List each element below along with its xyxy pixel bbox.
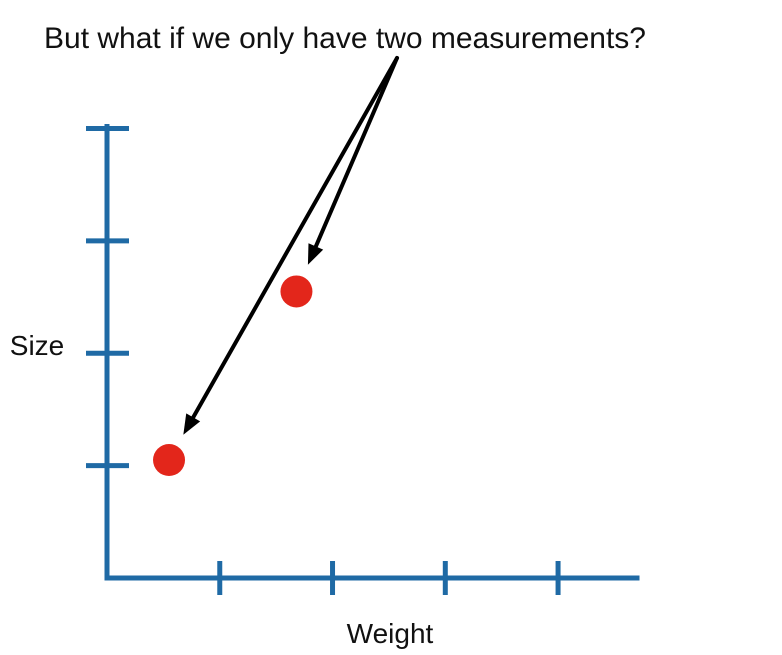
axes bbox=[104, 124, 640, 581]
arrow-line bbox=[190, 56, 399, 422]
x-axis-label: Weight bbox=[347, 618, 434, 649]
annotation-arrows bbox=[183, 56, 399, 435]
arrow-head bbox=[183, 413, 201, 435]
annotation-text: But what if we only have two measurement… bbox=[44, 22, 646, 55]
arrow-head bbox=[307, 243, 324, 265]
arrow-line bbox=[313, 56, 399, 251]
axis-ticks bbox=[86, 125, 561, 595]
data-point bbox=[280, 275, 313, 308]
y-axis-label: Size bbox=[10, 330, 64, 361]
data-points bbox=[153, 275, 313, 477]
data-point bbox=[153, 444, 186, 477]
